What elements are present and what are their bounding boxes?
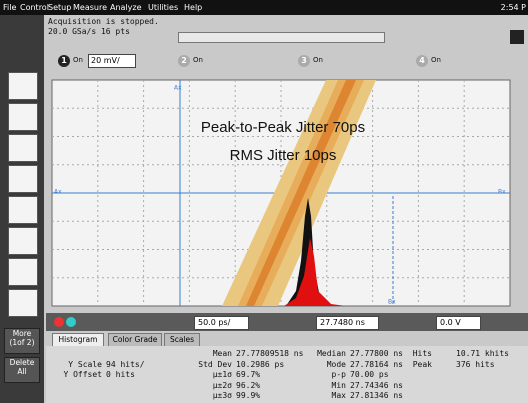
pulse-button[interactable] — [8, 227, 38, 255]
tab[interactable]: Color Grade — [108, 333, 162, 346]
stat-value: 0 hits — [106, 370, 135, 379]
stat-label: Std Dev — [198, 360, 232, 369]
channel-state[interactable]: On — [193, 56, 203, 64]
more-button[interactable]: More(1of 2) — [4, 328, 40, 354]
stat-value: 376 hits — [456, 360, 495, 369]
status-line: 20.0 GSa/s 16 pts — [48, 27, 130, 36]
graticule: Ax Ax Bx Bx Peak-to-Peak Jitter 70ps RMS Jitt… — [46, 76, 528, 312]
channel-state[interactable]: On — [431, 56, 441, 64]
menu-item[interactable]: Control — [20, 3, 49, 12]
trigger-rise-button[interactable] — [8, 72, 38, 100]
stat-value: 27.77800 ns — [350, 349, 403, 358]
pulse-button[interactable] — [8, 134, 38, 162]
stat-value: 96.2% — [236, 381, 260, 390]
page: {"menu": {"items": ["File", "Control", "… — [0, 0, 528, 403]
pulse-button[interactable] — [8, 196, 38, 224]
channel-number[interactable]: 3 — [298, 55, 310, 67]
channel-number[interactable]: 4 — [416, 55, 428, 67]
label: Delete — [5, 358, 39, 367]
clock: 2:54 P — [501, 3, 526, 12]
menu-item[interactable]: Utilities — [148, 3, 178, 12]
stat-value: 27.81346 ns — [350, 391, 403, 400]
menu-item[interactable]: Setup — [48, 3, 71, 12]
tab[interactable]: Histogram — [52, 333, 104, 346]
marker-label: Bx — [388, 299, 396, 306]
marker-label: Bx — [498, 189, 506, 196]
stat-label: μ±2σ — [213, 381, 232, 390]
stat-label: p-p — [332, 370, 346, 379]
stat-label: Hits — [413, 349, 432, 358]
channel-number[interactable]: 1 — [58, 55, 70, 67]
stat-label: Y Scale — [68, 360, 102, 369]
marker-label: Ax — [54, 189, 62, 196]
annotation: Peak-to-Peak Jitter 70ps — [201, 119, 365, 136]
trigger-fall-button[interactable] — [8, 103, 38, 131]
stat-label: Mode — [327, 360, 346, 369]
menu-item[interactable]: Measure — [73, 3, 107, 12]
stat-label: Median — [317, 349, 346, 358]
pulse-button[interactable] — [8, 289, 38, 317]
menu-item[interactable]: Help — [184, 3, 202, 12]
stat-label: Peak — [413, 360, 432, 369]
position-field[interactable]: 27.7480 ns — [316, 316, 379, 330]
stat-value: 69.7% — [236, 370, 260, 379]
stat-value: 27.77809518 ns — [236, 349, 303, 358]
minimize-button[interactable] — [510, 30, 524, 44]
stat-value: 70.00 ps — [350, 370, 389, 379]
stats-panel: Y Scale 94 hits/Y Offset 0 hits Mean 27.7780… — [46, 346, 528, 403]
body: 2:54 P File ControlSetupMeasureAnalyze Uti… — [0, 0, 528, 403]
menu-item[interactable]: Analyze — [110, 3, 142, 12]
stat-label: Max — [332, 391, 346, 400]
stat-value: 99.9% — [236, 391, 260, 400]
label: More — [5, 329, 39, 338]
stat-value: 94 hits/ — [106, 360, 145, 369]
tab[interactable]: Scales — [164, 333, 200, 346]
annotation: RMS Jitter 10ps — [230, 147, 337, 164]
stat-label: Y Offset — [63, 370, 102, 379]
channel-state[interactable]: On — [73, 56, 83, 64]
stat-value: 27.78164 ns — [350, 360, 403, 369]
label: (1of 2) — [5, 338, 39, 347]
control-bar: 50.0 ps/ 27.7480 ns 0.0 V — [46, 313, 528, 331]
run-indicator[interactable] — [54, 317, 64, 327]
channel-scale[interactable]: 20 mV/ — [88, 54, 136, 68]
stat-value: 10.2986 ps — [236, 360, 284, 369]
color-indicator[interactable] — [66, 317, 76, 327]
stat-value: 10.71 khits — [456, 349, 509, 358]
stat-label: μ±1σ — [213, 370, 232, 379]
stat-label: μ±3σ — [213, 391, 232, 400]
stat-label: Min — [332, 381, 346, 390]
offset-field[interactable]: 0.0 V — [436, 316, 481, 330]
record-bar — [178, 32, 385, 43]
channel-state[interactable]: On — [313, 56, 323, 64]
pulse-button[interactable] — [8, 165, 38, 193]
stat-label: Mean — [213, 349, 232, 358]
label: All — [5, 367, 39, 376]
pulse-button[interactable] — [8, 258, 38, 286]
channel-number[interactable]: 2 — [178, 55, 190, 67]
timebase-field[interactable]: 50.0 ps/ — [194, 316, 249, 330]
menu-item[interactable]: File — [3, 3, 16, 12]
marker-label: Ax — [174, 85, 182, 92]
status-line: Acquisition is stopped. — [48, 17, 159, 26]
stat-value: 27.74346 ns — [350, 381, 403, 390]
scope-window: 2:54 P File ControlSetupMeasureAnalyze Uti… — [0, 0, 528, 403]
